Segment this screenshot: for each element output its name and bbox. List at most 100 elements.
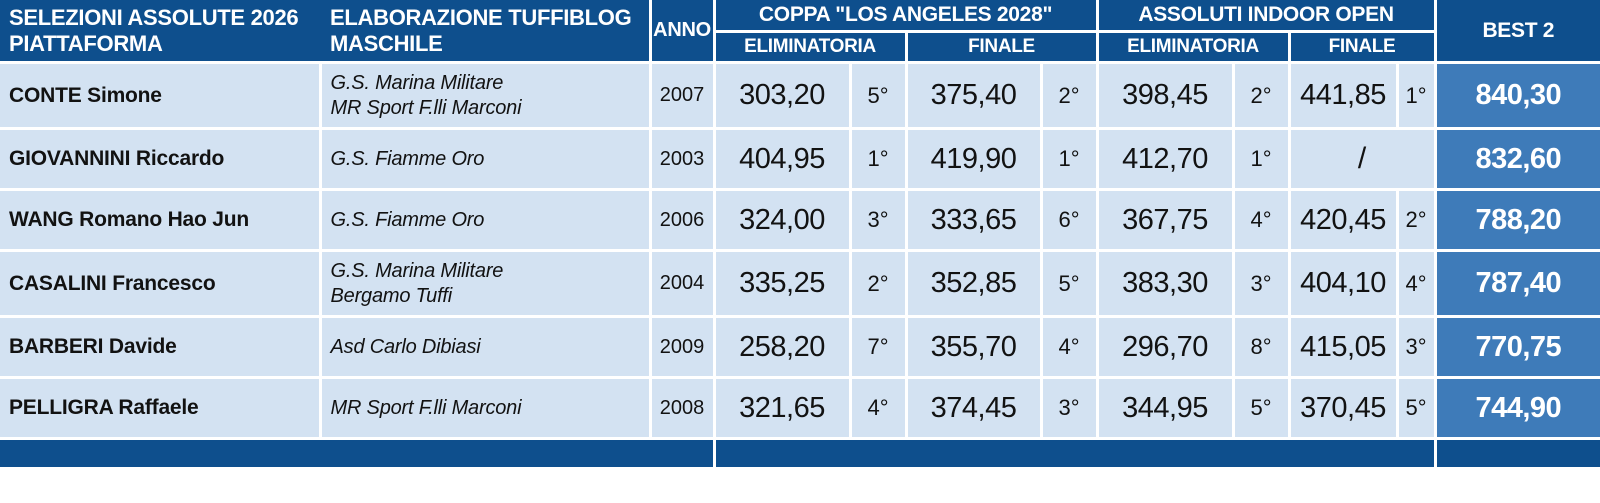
athlete-row: GIOVANNINI Riccardo G.S. Fiamme Oro 2003… [0, 127, 1600, 191]
event1-eliminatoria-score-cell: 258,20 [712, 315, 852, 379]
club-cell: G.S. Fiamme Oro [318, 127, 652, 191]
event1-finale-place-cell: 5° [1039, 249, 1099, 318]
athlete-row: CONTE Simone G.S. Marina Militare MR Spo… [0, 61, 1600, 130]
event2-eliminatoria-place-cell: 3° [1231, 249, 1291, 318]
event1-eliminatoria-subheader: ELIMINATORIA [714, 29, 908, 65]
club-cell: MR Sport F.lli Marconi [318, 376, 652, 440]
event2-eliminatoria-place-cell: 5° [1231, 376, 1291, 440]
event2-finale-score-cell: 420,45 [1287, 188, 1399, 252]
athlete-name-cell: BARBERI Davide [0, 315, 322, 379]
footer-bar-right-segment [1433, 437, 1600, 467]
best2-cell: 787,40 [1433, 249, 1600, 318]
club-cell: G.S. Marina Militare MR Sport F.lli Marc… [318, 61, 652, 130]
athlete-row: PELLIGRA Raffaele MR Sport F.lli Marconi… [0, 376, 1600, 440]
club-cell: Asd Carlo Dibiasi [318, 315, 652, 379]
year-cell: 2008 [648, 376, 716, 440]
event1-eliminatoria-place-cell: 4° [848, 376, 908, 440]
event1-finale-score-cell: 375,40 [904, 61, 1043, 130]
event2-eliminatoria-place-cell: 8° [1231, 315, 1291, 379]
club-cell: G.S. Fiamme Oro [318, 188, 652, 252]
event2-finale-score-cell: 404,10 [1287, 249, 1399, 318]
event1-header: COPPA "LOS ANGELES 2028" [712, 0, 1099, 33]
title-wrap: SELEZIONI ASSOLUTE 2026 PIATTAFORMA ELAB… [0, 0, 647, 60]
event1-eliminatoria-place-cell: 1° [848, 127, 908, 191]
event1-finale-place-cell: 6° [1039, 188, 1099, 252]
best2-column-header: BEST 2 [1433, 0, 1600, 64]
event2-eliminatoria-score-cell: 412,70 [1095, 127, 1235, 191]
results-table: SELEZIONI ASSOLUTE 2026 PIATTAFORMA ELAB… [0, 0, 1600, 467]
event2-eliminatoria-score-cell: 296,70 [1095, 315, 1235, 379]
athlete-name-cell: WANG Romano Hao Jun [0, 188, 322, 252]
athlete-name-cell: CONTE Simone [0, 61, 322, 130]
event2-finale-subheader: FINALE [1287, 29, 1436, 65]
event2-eliminatoria-subheader: ELIMINATORIA [1095, 29, 1291, 65]
best2-cell: 770,75 [1433, 315, 1600, 379]
event1-finale-score-cell: 333,65 [904, 188, 1043, 252]
athlete-name-cell: GIOVANNINI Riccardo [0, 127, 322, 191]
event2-finale-place-cell: 4° [1395, 249, 1437, 318]
event1-finale-place-cell: 1° [1039, 127, 1099, 191]
footer-bar [0, 437, 1600, 467]
event2-finale-score-cell: 370,45 [1287, 376, 1399, 440]
header-row-top: SELEZIONI ASSOLUTE 2026 PIATTAFORMA ELAB… [0, 0, 1600, 64]
event2-finale-place-cell: 5° [1395, 376, 1437, 440]
footer-bar-left-segment [0, 437, 716, 467]
event1-finale-score-cell: 374,45 [904, 376, 1043, 440]
anno-column-header: ANNO [648, 0, 716, 64]
club-cell: G.S. Marina Militare Bergamo Tuffi [318, 249, 652, 318]
best2-cell: 788,20 [1433, 188, 1600, 252]
elaboration-title-block: ELABORAZIONE TUFFIBLOG MASCHILE [321, 0, 632, 60]
event1-eliminatoria-score-cell: 324,00 [712, 188, 852, 252]
athlete-name-cell: PELLIGRA Raffaele [0, 376, 322, 440]
table-title-cell: SELEZIONI ASSOLUTE 2026 PIATTAFORMA ELAB… [0, 0, 652, 64]
event2-eliminatoria-place-cell: 1° [1231, 127, 1291, 191]
selection-title-block: SELEZIONI ASSOLUTE 2026 PIATTAFORMA [0, 0, 321, 60]
event2-finale-place-cell: 2° [1395, 188, 1437, 252]
year-cell: 2009 [648, 315, 716, 379]
event1-eliminatoria-place-cell: 3° [848, 188, 908, 252]
event2-eliminatoria-score-cell: 383,30 [1095, 249, 1235, 318]
event2-eliminatoria-score-cell: 344,95 [1095, 376, 1235, 440]
event2-eliminatoria-place-cell: 4° [1231, 188, 1291, 252]
event2-finale-score-cell: 441,85 [1287, 61, 1399, 130]
best2-cell: 744,90 [1433, 376, 1600, 440]
event1-eliminatoria-score-cell: 321,65 [712, 376, 852, 440]
event1-eliminatoria-score-cell: 335,25 [712, 249, 852, 318]
event2-header: ASSOLUTI INDOOR OPEN [1095, 0, 1437, 33]
event2-eliminatoria-score-cell: 398,45 [1095, 61, 1235, 130]
year-cell: 2007 [648, 61, 716, 130]
no-result-cell: / [1287, 127, 1437, 191]
footer-bar-middle-segment [712, 437, 1437, 467]
selection-title: SELEZIONI ASSOLUTE 2026 [9, 5, 299, 30]
event1-finale-place-cell: 2° [1039, 61, 1099, 130]
elaboration-title: ELABORAZIONE TUFFIBLOG [330, 5, 632, 30]
event1-finale-score-cell: 419,90 [904, 127, 1043, 191]
athlete-row: BARBERI Davide Asd Carlo Dibiasi 2009 25… [0, 315, 1600, 379]
event1-finale-subheader: FINALE [904, 29, 1099, 65]
event1-eliminatoria-place-cell: 5° [848, 61, 908, 130]
event1-eliminatoria-place-cell: 2° [848, 249, 908, 318]
athlete-name-cell: CASALINI Francesco [0, 249, 322, 318]
event1-eliminatoria-place-cell: 7° [848, 315, 908, 379]
event1-finale-place-cell: 4° [1039, 315, 1099, 379]
event1-eliminatoria-score-cell: 303,20 [712, 61, 852, 130]
year-cell: 2004 [648, 249, 716, 318]
athlete-row: CASALINI Francesco G.S. Marina Militare … [0, 249, 1600, 318]
event1-finale-score-cell: 352,85 [904, 249, 1043, 318]
event2-eliminatoria-place-cell: 2° [1231, 61, 1291, 130]
event1-finale-score-cell: 355,70 [904, 315, 1043, 379]
event2-finale-score-cell: 415,05 [1287, 315, 1399, 379]
best2-cell: 832,60 [1433, 127, 1600, 191]
event2-eliminatoria-score-cell: 367,75 [1095, 188, 1235, 252]
year-cell: 2003 [648, 127, 716, 191]
elaboration-subtitle: MASCHILE [330, 31, 443, 56]
event2-finale-place-cell: 3° [1395, 315, 1437, 379]
selection-subtitle: PIATTAFORMA [9, 31, 163, 56]
event2-finale-place-cell: 1° [1395, 61, 1437, 130]
event1-eliminatoria-score-cell: 404,95 [712, 127, 852, 191]
athlete-row: WANG Romano Hao Jun G.S. Fiamme Oro 2006… [0, 188, 1600, 252]
best2-cell: 840,30 [1433, 61, 1600, 130]
event1-finale-place-cell: 3° [1039, 376, 1099, 440]
year-cell: 2006 [648, 188, 716, 252]
header-row-sub: ELIMINATORIA FINALE ELIMINATORIA FINALE [0, 29, 1600, 65]
